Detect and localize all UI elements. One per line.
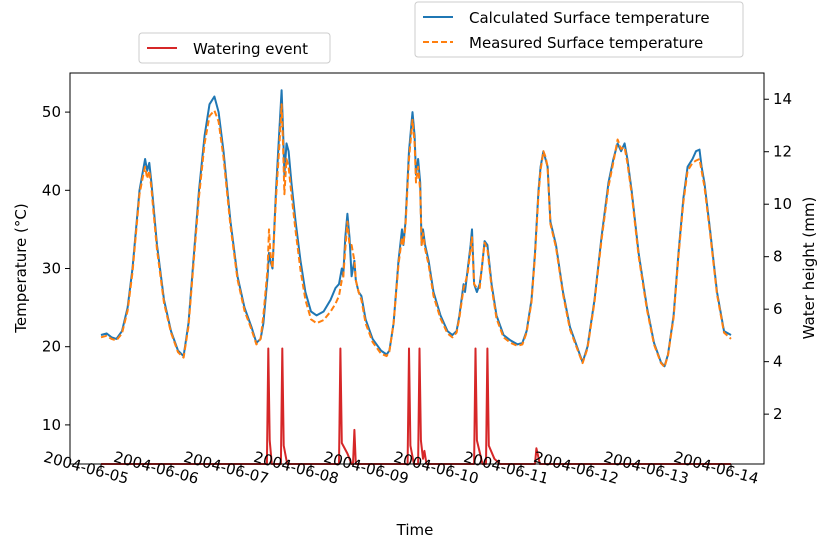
- y-tick-label: 50: [42, 103, 61, 121]
- y-tick-label: 40: [42, 181, 61, 199]
- y-tick-label: 30: [42, 260, 61, 278]
- legend-label-calculated: Calculated Surface temperature: [469, 9, 710, 27]
- x-axis-label: Time: [396, 521, 434, 539]
- series-line-measured-surface-temperature: [100, 103, 732, 368]
- y-tick-label: 20: [42, 338, 61, 356]
- legend-box: [138, 32, 331, 64]
- y2-tick-label: 10: [773, 195, 792, 213]
- y2-tick-label: 2: [773, 405, 783, 423]
- y2-tick-label: 14: [773, 90, 792, 108]
- y2-tick-label: 12: [773, 143, 792, 161]
- y2-axis-label: Water height (mm): [800, 197, 818, 340]
- legend-label-watering: Watering event: [193, 40, 308, 58]
- legend-watering: Watering event: [138, 32, 331, 64]
- legend-label-measured: Measured Surface temperature: [469, 34, 703, 52]
- y2-tick-label: 6: [773, 300, 783, 318]
- legend-temperature: Calculated Surface temperature Measured …: [414, 1, 744, 58]
- legend-box: [414, 1, 744, 58]
- y-axis-label: Temperature (°C): [12, 203, 30, 333]
- y-tick-label: 10: [42, 416, 61, 434]
- series-layer: [100, 89, 732, 465]
- y2-tick-label: 8: [773, 248, 783, 266]
- y2-tick-label: 4: [773, 353, 783, 371]
- series-line-watering-event: [101, 347, 731, 465]
